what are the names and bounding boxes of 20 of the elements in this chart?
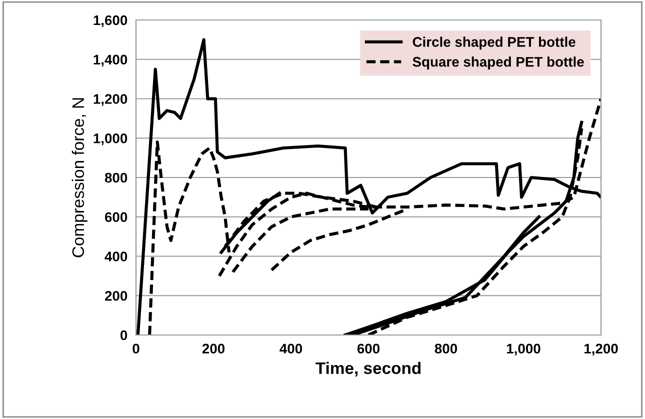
- x-tick-label: 1,200: [584, 344, 618, 356]
- y-tick-label: 0: [120, 330, 128, 340]
- x-tick-label: 200: [202, 344, 225, 354]
- y-tick-label: 800: [104, 172, 128, 183]
- y-tick-label: 1,000: [94, 133, 128, 146]
- legend-label: Circle shaped PET bottle: [412, 36, 576, 50]
- x-tick-label: 400: [280, 344, 302, 354]
- legend-label: Square shaped PET bottle: [412, 56, 584, 70]
- x-tick-label: 0: [132, 344, 140, 354]
- y-tick-label: 1,400: [94, 54, 128, 67]
- y-tick-label: 400: [104, 252, 128, 262]
- y-tick-label: 200: [104, 290, 128, 301]
- y-axis-title: Compression force, N: [72, 98, 88, 258]
- y-tick-label: 1,600: [94, 15, 128, 28]
- x-tick-label: 800: [434, 344, 458, 354]
- x-tick-label: 1,000: [507, 344, 540, 356]
- y-tick-label: 600: [105, 212, 128, 222]
- x-tick-label: 600: [357, 344, 380, 354]
- x-axis-title: Time, second: [316, 362, 421, 376]
- y-tick-label: 1,200: [94, 94, 128, 106]
